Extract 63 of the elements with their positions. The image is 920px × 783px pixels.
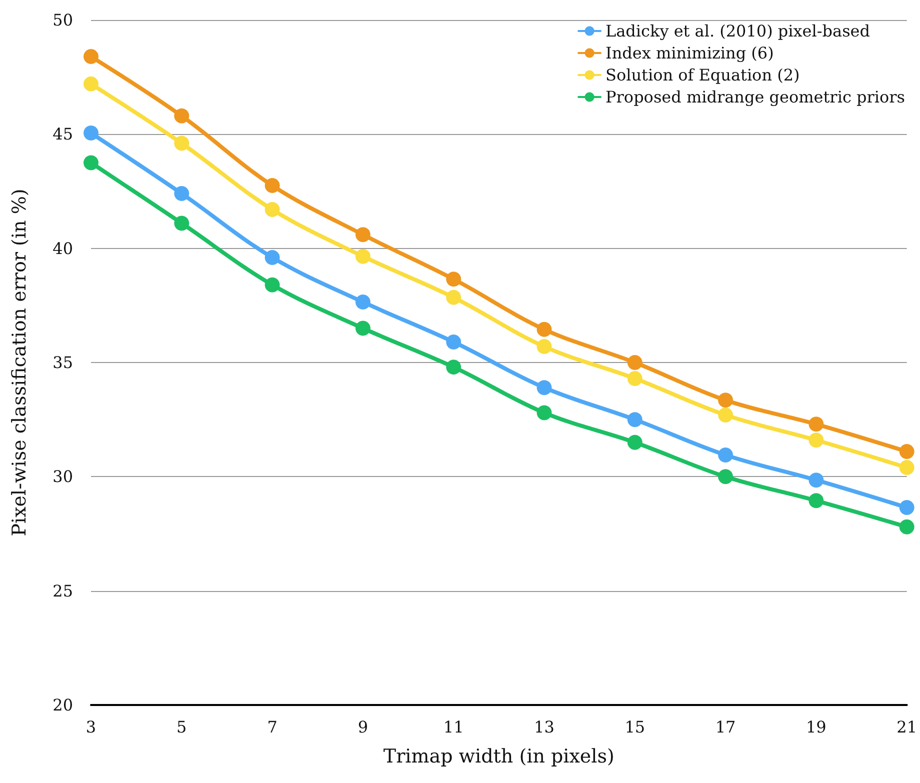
point bbox=[84, 76, 98, 92]
point bbox=[84, 49, 98, 64]
x-tick-label: 5 bbox=[176, 718, 187, 736]
x-tick-label: 9 bbox=[358, 718, 368, 736]
point bbox=[808, 472, 824, 488]
point bbox=[536, 380, 552, 396]
point bbox=[174, 186, 190, 202]
point bbox=[174, 216, 190, 231]
point bbox=[718, 392, 734, 408]
x-tick-label: 21 bbox=[896, 718, 917, 736]
y-tick-label: 40 bbox=[52, 238, 73, 258]
point bbox=[446, 334, 462, 350]
point bbox=[899, 500, 914, 515]
point bbox=[899, 460, 914, 476]
point bbox=[899, 444, 914, 460]
point bbox=[264, 178, 280, 194]
point bbox=[627, 434, 642, 450]
y-tick-label: 30 bbox=[52, 467, 73, 486]
point bbox=[808, 493, 824, 508]
x-tick-label: 11 bbox=[443, 718, 464, 736]
point bbox=[355, 294, 370, 310]
x-tick-label: 13 bbox=[534, 718, 554, 736]
point bbox=[808, 432, 824, 448]
point bbox=[174, 136, 190, 151]
y-tick-label: 45 bbox=[52, 124, 73, 144]
point bbox=[174, 108, 190, 124]
legend-label: Solution of Equation (2) bbox=[606, 66, 800, 84]
point bbox=[627, 370, 642, 386]
point bbox=[355, 227, 370, 242]
point bbox=[446, 290, 462, 305]
point bbox=[446, 360, 462, 375]
point bbox=[84, 126, 98, 141]
x-tick-label: 17 bbox=[715, 718, 736, 736]
point bbox=[355, 320, 370, 336]
y-tick-label: 50 bbox=[52, 10, 73, 30]
point bbox=[627, 355, 642, 370]
x-axis-title: Trimap width (in pixels) bbox=[383, 746, 614, 768]
x-tick-label: 15 bbox=[624, 718, 646, 736]
x-tick-label: 7 bbox=[267, 718, 278, 736]
point bbox=[84, 155, 98, 170]
point bbox=[627, 412, 642, 428]
y-axis-title: Pixel-wise classification error (in %) bbox=[8, 188, 30, 536]
legend-label: Proposed midrange geometric priors bbox=[606, 88, 906, 106]
y-tick-label: 25 bbox=[52, 581, 73, 600]
point bbox=[536, 405, 552, 420]
point bbox=[536, 322, 552, 337]
point bbox=[264, 250, 280, 265]
point bbox=[808, 416, 824, 432]
point bbox=[536, 339, 552, 354]
point bbox=[446, 272, 462, 287]
y-tick-label: 20 bbox=[52, 696, 73, 714]
point bbox=[718, 447, 734, 462]
x-tick-label: 19 bbox=[806, 718, 826, 736]
legend-label: Ladicky et al. (2010) pixel-based bbox=[606, 22, 870, 40]
point bbox=[355, 248, 370, 264]
y-tick-label: 35 bbox=[52, 353, 73, 372]
point bbox=[718, 408, 734, 423]
x-tick-label: 3 bbox=[86, 718, 96, 736]
legend-label: Index minimizing (6) bbox=[606, 44, 774, 62]
point bbox=[264, 202, 280, 218]
point bbox=[718, 469, 734, 484]
point bbox=[899, 519, 914, 534]
point bbox=[264, 277, 280, 292]
